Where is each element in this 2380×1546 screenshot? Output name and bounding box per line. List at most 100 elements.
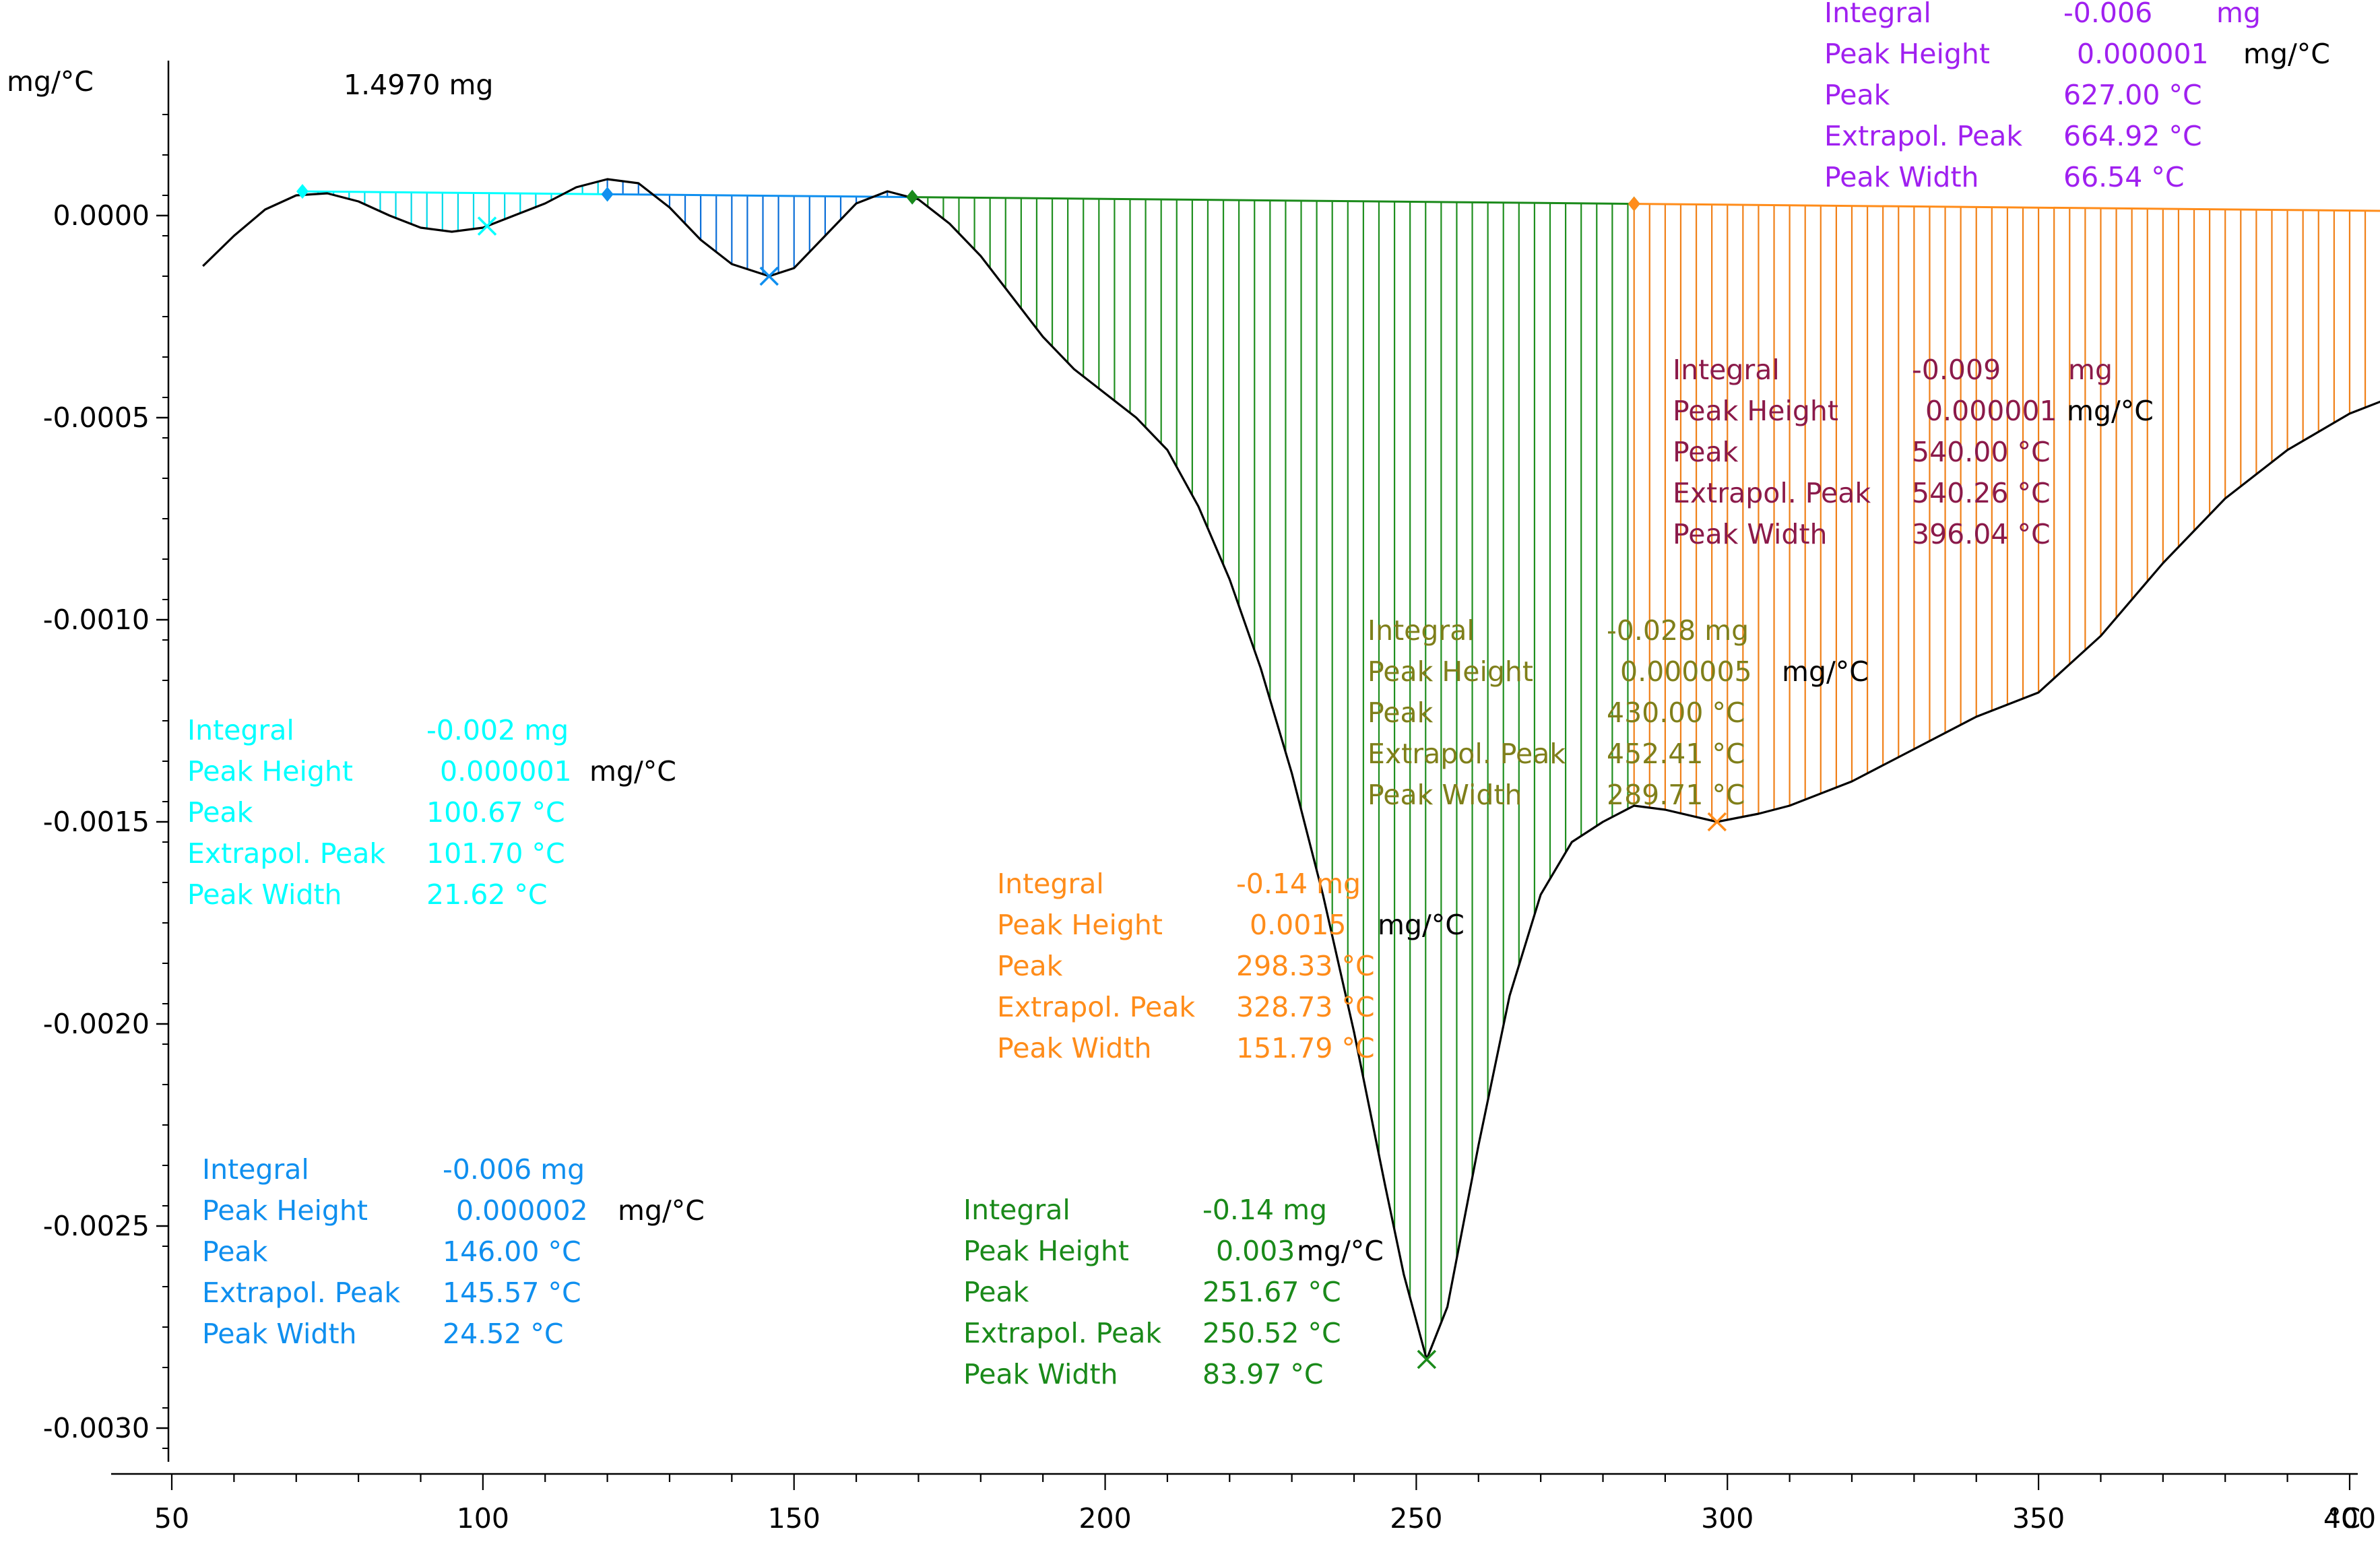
peak-4-fill [1633,203,2367,821]
peak-4-boundary-marker [1628,196,1640,212]
x-tick-label: 50 [154,1502,189,1535]
y-tick-label: -0.0010 [43,604,150,636]
annotation-unit: mg [2216,0,2261,29]
annotation-value: 151.79 °C [1236,1032,1375,1064]
peak-1-baseline [302,190,608,195]
peak-2-annotation: Integral -0.006 mg Peak Height 0.000002 mg/°… [202,1153,705,1350]
annotation-label: Peak [1824,79,1890,111]
x-tick-label: 400 [2323,1502,2376,1535]
peak-fills [301,179,2367,1356]
annotation-value: 250.52 °C [1202,1317,1341,1349]
annotation-label: Peak Width [1368,779,1522,811]
sample-mass: 1.4970 mg [344,69,493,101]
peak-1-fill [301,181,599,231]
dtg-curve [202,178,2380,1361]
annotation-value: -0.006 mg [443,1153,585,1186]
annotation-label: Integral [187,714,294,746]
peak-3-annotation: Integral -0.14 mg Peak Height 0.003 mg/°C Pea… [963,1194,1384,1390]
y-tick-label: -0.0015 [43,806,150,838]
peak-6-annotation: Integral -0.009 mg Peak Height 0.000001 mg/°C… [1673,354,2154,550]
peak-1-annotation: Integral -0.002 mg Peak Height 0.000001 mg/°… [187,714,676,911]
y-tick-label: -0.0030 [43,1412,150,1444]
annotation-unit: mg/°C [1782,655,1869,688]
annotation-label: Peak Width [963,1358,1118,1390]
y-tick-label: -0.0005 [43,401,150,434]
annotation-label: Peak Height [202,1194,368,1227]
annotation-label: Peak Width [1673,518,1828,550]
annotation-value: 21.62 °C [426,878,548,911]
annotation-label: Peak [187,796,253,829]
annotation-unit: mg/°C [1378,909,1465,941]
x-tick-label: 100 [457,1502,509,1535]
annotation-label: Extrapol. Peak [1673,477,1871,509]
annotation-unit: mg/°C [589,755,676,787]
y-axis-unit: mg/°C [7,65,94,98]
annotation-value: 251.67 °C [1202,1276,1341,1308]
annotation-unit: mg/°C [1297,1235,1384,1267]
annotation-label: Integral [1673,354,1780,386]
annotation-label: Peak Height [997,909,1163,941]
annotation-label: Integral [997,868,1104,900]
annotation-label: Integral [1368,614,1475,647]
peak-markers [296,184,1727,1370]
annotation-label: Peak Height [1824,38,1990,70]
annotation-value: 101.70 °C [426,837,565,870]
annotation-value: 66.54 °C [2063,161,2185,193]
peak-2-boundary-marker [601,187,614,202]
annotation-value: -0.14 mg [1202,1194,1327,1226]
annotation-value: 452.41 °C [1607,738,1745,770]
annotation-unit: mg/°C [2067,395,2154,427]
annotation-unit: mg/°C [618,1194,705,1227]
annotation-label: Peak [963,1276,1029,1308]
x-ticks: 5010015020025030035040045050055060065070… [154,1474,2376,1535]
annotation-label: Integral [963,1194,1070,1226]
peak-4-annotation: Integral -0.14 mg Peak Height 0.0015 mg/°C Pe… [997,868,1465,1064]
x-tick-label: 300 [1701,1502,1754,1535]
annotation-value: 664.92 °C [2063,120,2202,152]
annotation-value: 0.000005 [1620,655,1752,688]
peak-1-peak-marker [477,216,497,236]
annotation-label: Peak Width [1824,161,1979,193]
annotation-value: -0.14 mg [1236,868,1361,900]
peak-4-peak-marker [1707,812,1727,832]
annotation-value: 146.00 °C [443,1235,581,1268]
annotation-value: 24.52 °C [443,1318,564,1350]
y-tick-label: 0.0000 [53,199,150,232]
annotation-label: Peak Width [187,878,342,911]
y-tick-label: -0.0020 [43,1008,150,1040]
annotation-label: Peak Height [963,1235,1129,1267]
annotation-value: 0.000001 [440,755,572,787]
annotation-value: 289.71 °C [1607,779,1745,811]
peak-3-boundary-marker [906,189,919,205]
annotation-label: Extrapol. Peak [997,991,1195,1023]
annotation-label: Extrapol. Peak [202,1277,400,1309]
peak-baselines [302,190,2380,212]
annotation-value: 0.000001 [1925,395,2057,427]
annotation-label: Peak Height [187,755,353,787]
peak-annotations: Integral -0.002 mg Peak Height 0.000001 mg/°… [187,0,2330,1390]
annotation-value: 0.000002 [456,1194,588,1227]
annotation-label: Extrapol. Peak [963,1317,1161,1349]
annotation-label: Integral [1824,0,1931,29]
annotation-label: Peak [997,950,1063,982]
x-tick-label: 150 [768,1502,821,1535]
x-tick-label: 350 [2012,1502,2065,1535]
peak-5-annotation: Integral -0.028 mg Peak Height 0.000005 mg/°… [1368,614,1869,811]
annotation-value: 0.003 [1216,1235,1295,1267]
x-tick-label: 200 [1079,1502,1131,1535]
peak-3-baseline [912,196,1634,205]
peak-4-baseline [1634,203,2380,212]
annotation-label: Peak [202,1235,268,1268]
peak-1-boundary-marker [296,184,309,199]
y-ticks: 0.0000 -0.0005 -0.0010 -0.0015 -0.0020 -0.002… [43,114,168,1449]
annotation-label: Peak Height [1673,395,1838,427]
annotation-value: 328.73 °C [1236,991,1375,1023]
y-tick-label: -0.0025 [43,1210,150,1242]
peak-2-peak-marker [759,266,779,286]
annotation-unit: mg/°C [2243,38,2330,70]
annotation-value: 540.00 °C [1912,436,2051,468]
x-tick-label: 250 [1390,1502,1442,1535]
annotation-value: 0.0015 [1250,909,1346,941]
annotation-value: 627.00 °C [2063,79,2202,111]
